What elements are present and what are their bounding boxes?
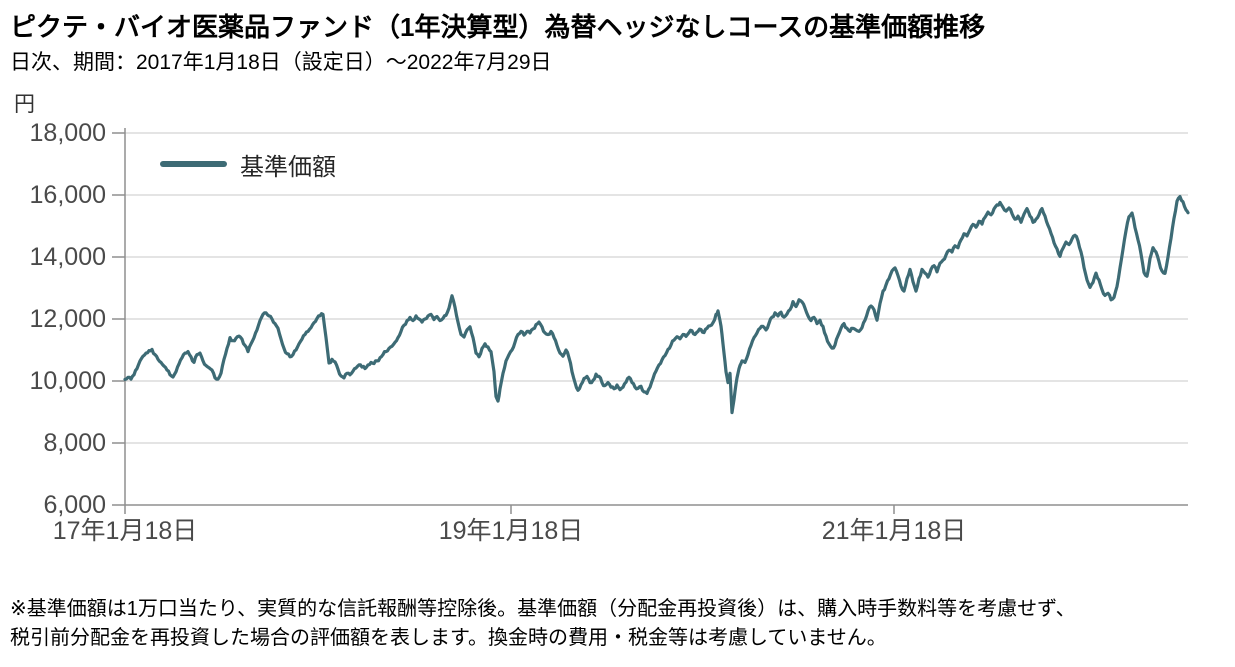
legend-label: 基準価額 (240, 153, 336, 181)
page-title: ピクテ・バイオ医薬品ファンド（1年決算型）為替ヘッジなしコースの基準価額推移 (10, 12, 986, 42)
footnote-line-2: 税引前分配金を再投資した場合の評価額を表します。換金時の費用・税金等は考慮してい… (10, 627, 887, 649)
page-subtitle: 日次、期間：2017年1月18日（設定日）～2022年7月29日 (10, 51, 552, 74)
y-axis-tick-label: 18,000 (29, 119, 106, 147)
footnote-line-1: ※基準価額は1万口当たり、実質的な信託報酬等控除後。基準価額（分配金再投資後）は… (10, 598, 1076, 620)
legend: 基準価額 (160, 150, 336, 181)
x-axis-tick-label: 21年1月18日 (821, 517, 967, 545)
y-axis-tick-label: 12,000 (29, 305, 106, 333)
y-axis-tick-label: 8,000 (43, 429, 106, 457)
x-axis-tick-label: 19年1月18日 (438, 517, 584, 545)
y-axis-tick-label: 6,000 (43, 491, 106, 519)
y-axis-tick-label: 14,000 (29, 243, 106, 271)
x-axis-tick-label: 17年1月18日 (52, 517, 198, 545)
y-axis-tick-label: 10,000 (29, 367, 106, 395)
y-axis-tick-label: 16,000 (29, 181, 106, 209)
legend-line-swatch (160, 161, 227, 167)
y-axis-unit-label: 円 (14, 93, 35, 116)
